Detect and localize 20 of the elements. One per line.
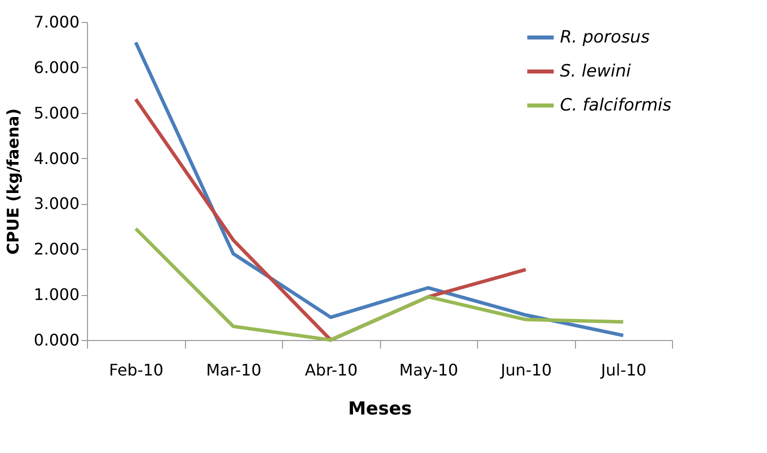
legend-label: S. lewini xyxy=(560,62,632,82)
y-tick-label: 7.000 xyxy=(34,12,80,32)
y-tick-label: 1.000 xyxy=(34,285,80,304)
y-tick-label: 2.000 xyxy=(34,240,80,259)
y-tick-label: 6.000 xyxy=(34,58,80,77)
x-tick-label: Abr-10 xyxy=(304,360,358,380)
y-axis-title: CPUE (kg/faena) xyxy=(4,108,23,255)
x-tick-label: Jun-10 xyxy=(500,360,552,380)
x-tick-label: Mar-10 xyxy=(206,360,262,380)
y-tick-label: 0.000 xyxy=(34,330,80,350)
legend-label: R. porosus xyxy=(560,28,650,48)
y-tick-label: 5.000 xyxy=(34,103,80,122)
legend-label: C. falciformis xyxy=(560,96,672,116)
line-series xyxy=(134,226,625,342)
x-tick-label: May-10 xyxy=(399,360,458,380)
x-axis-title: Meses xyxy=(348,398,412,420)
x-tick-label: Jul-10 xyxy=(600,360,646,380)
y-tick-label: 3.000 xyxy=(34,194,80,214)
y-tick-label: 4.000 xyxy=(34,148,80,168)
x-tick-label: Feb-10 xyxy=(109,360,164,380)
